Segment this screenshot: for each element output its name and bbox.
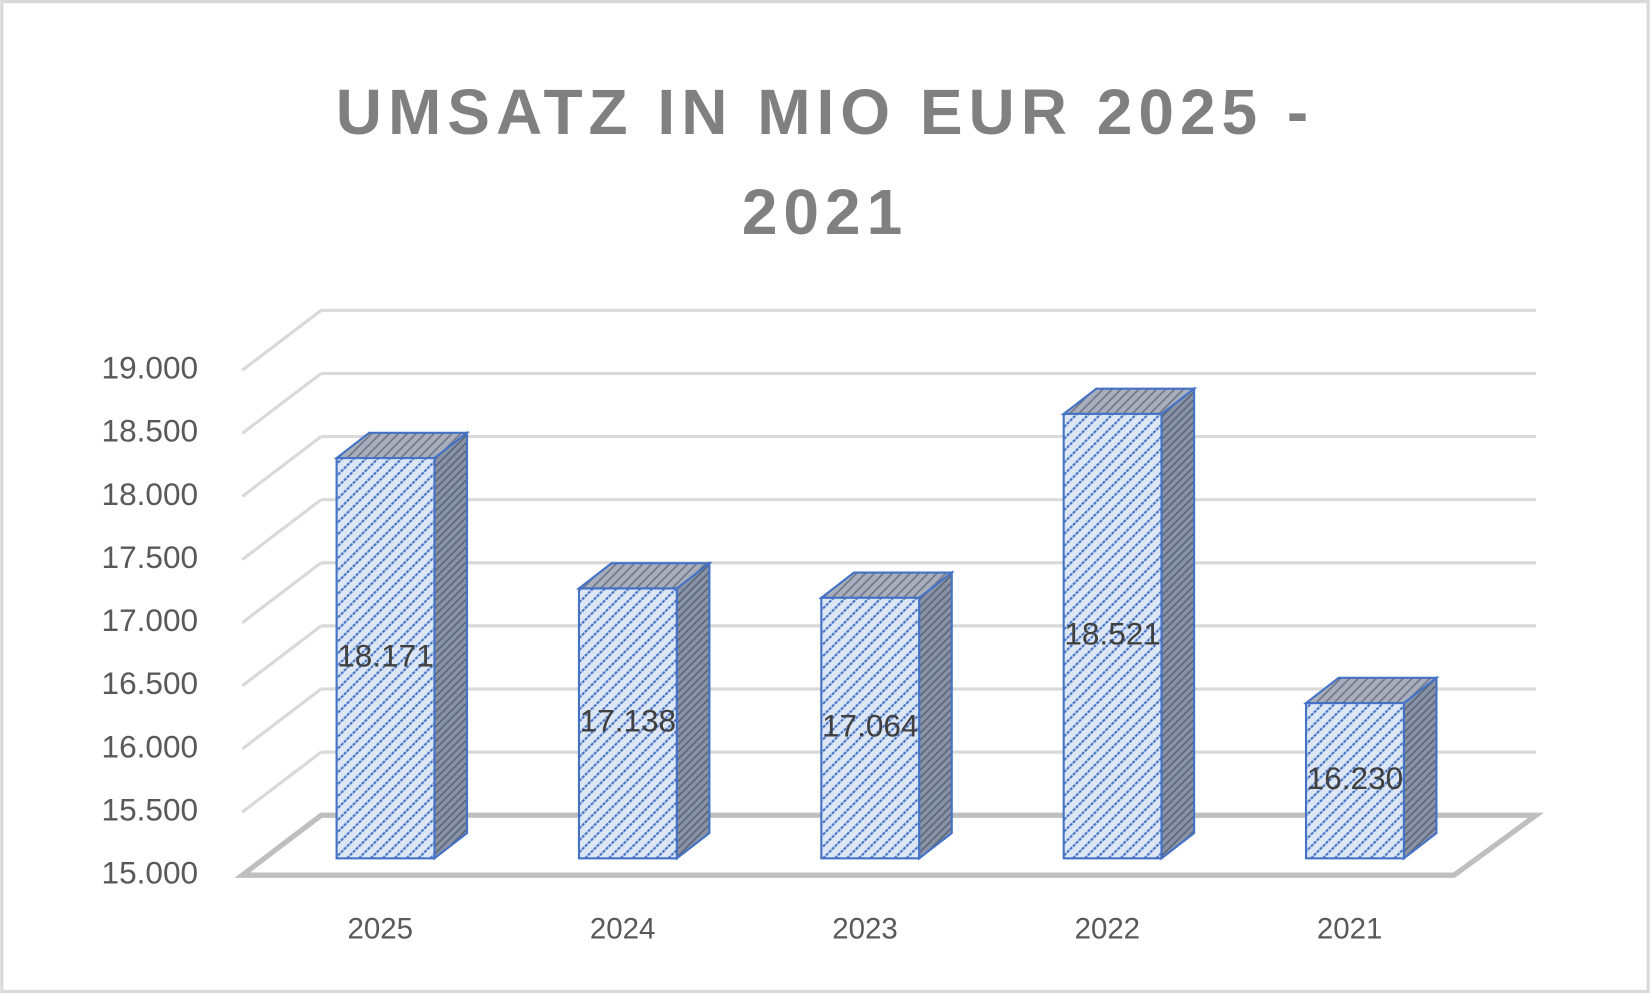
value-label: 18.521 (1064, 615, 1161, 651)
y-tick-label: 19.000 (102, 350, 198, 386)
value-label: 16.230 (1307, 760, 1404, 796)
y-tick-label: 16.000 (102, 728, 198, 764)
chart-title: UMSATZ IN MIO EUR 2025 - 2021 (335, 76, 1315, 248)
x-tick-label: 2024 (590, 913, 656, 946)
value-label: 17.138 (580, 703, 677, 739)
x-tick-label: 2021 (1317, 913, 1383, 946)
x-tick-label: 2023 (832, 913, 898, 946)
bar-side (918, 570, 953, 861)
y-tick-label: 15.500 (102, 791, 198, 827)
y-tick-label: 17.000 (102, 602, 198, 638)
x-tick-label: 2022 (1075, 913, 1141, 946)
bar-side (675, 561, 711, 861)
bar (1062, 412, 1163, 860)
grid-line (241, 561, 323, 624)
y-tick-label: 18.500 (102, 413, 198, 449)
x-tick-label: 2025 (348, 913, 414, 946)
y-tick-label: 17.500 (102, 539, 198, 575)
grid-line (241, 750, 323, 814)
grid-line (241, 372, 323, 435)
y-tick-label: 18.000 (102, 476, 198, 512)
value-label: 17.064 (822, 707, 919, 743)
bar (335, 457, 436, 860)
grid-line (241, 498, 323, 561)
y-tick-label: 15.000 (102, 855, 198, 891)
bar (1304, 702, 1405, 860)
grid-line (241, 624, 323, 688)
floor (234, 812, 1545, 878)
grid-line (241, 435, 323, 498)
value-label: 18.171 (337, 638, 434, 674)
bar-side (1402, 675, 1438, 861)
bar-side (433, 430, 469, 861)
bar-side (1160, 386, 1196, 861)
bar (577, 587, 678, 860)
grid-line (241, 309, 323, 372)
y-tick-label: 16.500 (102, 665, 198, 701)
grid-line (241, 687, 323, 751)
bar (820, 596, 921, 860)
